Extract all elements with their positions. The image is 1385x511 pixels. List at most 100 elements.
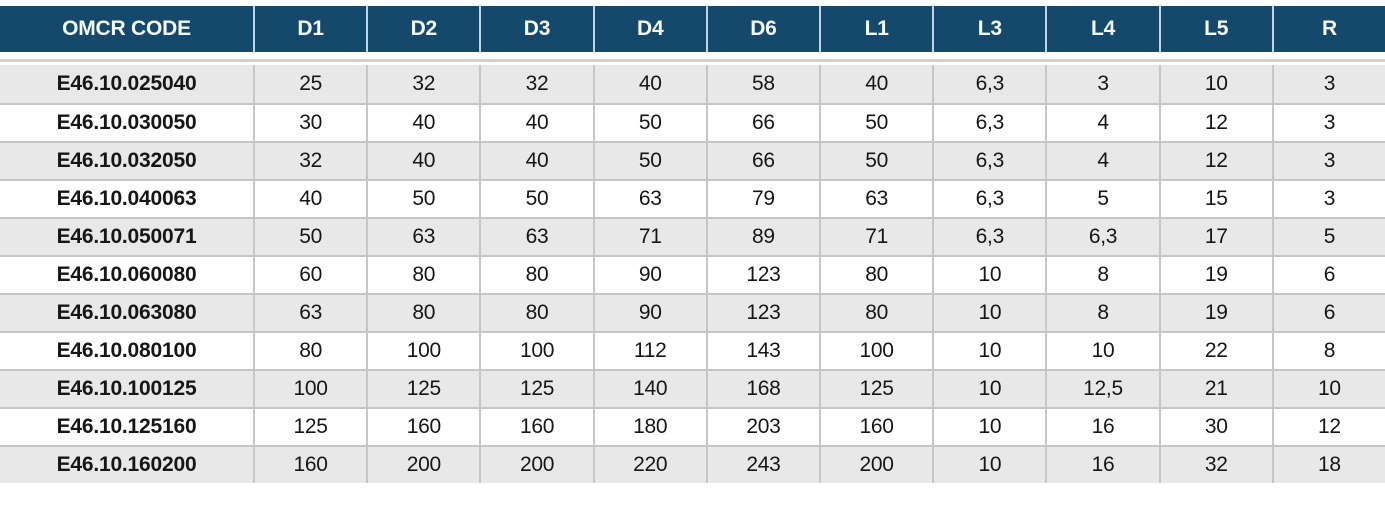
table-row: E46.10.040063 40 50 50 63 79 63 6,3 5 15 3	[0, 179, 1385, 217]
value-cell-r: 10	[1271, 371, 1385, 407]
column-header-d2: D2	[366, 6, 479, 52]
table-row: E46.10.030050 30 40 40 50 66 50 6,3 4 12 3	[0, 103, 1385, 141]
table-row: E46.10.080100 80 100 100 112 143 100 10 10 22 8	[0, 331, 1385, 369]
value-cell-l4: 10	[1045, 333, 1158, 369]
value-cell-l4: 4	[1045, 143, 1158, 179]
value-cell-d2: 200	[366, 447, 479, 483]
omcr-code-cell: E46.10.030050	[56, 111, 197, 134]
table-row: E46.10.100125 100 125 125 140 168 125 10 12,5 21 1…	[0, 369, 1385, 407]
value-cell-l3: 6,3	[932, 105, 1045, 141]
value-cell-d3: 40	[479, 143, 592, 179]
value-cell-d3: 63	[479, 219, 592, 255]
value-cell-r: 8	[1271, 333, 1385, 369]
value-cell-d6: 143	[705, 333, 819, 369]
value-cell-d1: 160	[253, 447, 366, 483]
value-cell-d1: 50	[253, 219, 366, 255]
value-cell-d1: 63	[253, 295, 366, 331]
value-cell-d6: 58	[705, 65, 819, 103]
value-cell-d1: 30	[253, 105, 366, 141]
value-cell-d6: 123	[705, 257, 819, 293]
header-gap	[0, 52, 1385, 59]
value-cell-d2: 63	[366, 219, 479, 255]
value-cell-d3: 32	[479, 65, 592, 103]
value-cell-l5: 10	[1158, 65, 1272, 103]
value-cell-d2: 80	[366, 295, 479, 331]
value-cell-l3: 10	[932, 333, 1045, 369]
value-cell-d1: 125	[253, 409, 366, 445]
value-cell-l1: 80	[819, 257, 932, 293]
value-cell-d4: 50	[592, 143, 706, 179]
value-cell-d3: 80	[479, 257, 592, 293]
value-cell-l1: 50	[819, 143, 932, 179]
value-cell-l4: 5	[1045, 181, 1158, 217]
omcr-code-cell: E46.10.100125	[56, 377, 197, 400]
value-cell-d1: 32	[253, 143, 366, 179]
column-header-d1: D1	[253, 6, 366, 52]
column-header-l5: L5	[1158, 6, 1272, 52]
value-cell-d6: 123	[705, 295, 819, 331]
table-row: E46.10.063080 63 80 80 90 123 80 10 8 19 6	[0, 293, 1385, 331]
value-cell-r: 6	[1271, 257, 1385, 293]
value-cell-d4: 90	[592, 257, 706, 293]
value-cell-d2: 32	[366, 65, 479, 103]
value-cell-d3: 100	[479, 333, 592, 369]
value-cell-d6: 168	[705, 371, 819, 407]
value-cell-d4: 71	[592, 219, 706, 255]
table-row: E46.10.125160 125 160 160 180 203 160 10 16 30 12	[0, 407, 1385, 445]
value-cell-l4: 16	[1045, 409, 1158, 445]
table-row: E46.10.050071 50 63 63 71 89 71 6,3 6,3 17 5	[0, 217, 1385, 255]
value-cell-d3: 160	[479, 409, 592, 445]
value-cell-r: 12	[1271, 409, 1385, 445]
value-cell-r: 18	[1271, 447, 1385, 483]
value-cell-r: 5	[1271, 219, 1385, 255]
omcr-code-cell: E46.10.125160	[56, 415, 197, 438]
value-cell-l3: 6,3	[932, 219, 1045, 255]
value-cell-r: 6	[1271, 295, 1385, 331]
value-cell-l3: 10	[932, 371, 1045, 407]
value-cell-d2: 80	[366, 257, 479, 293]
column-header-d3: D3	[479, 6, 592, 52]
omcr-code-cell: E46.10.025040	[56, 72, 197, 95]
value-cell-d4: 50	[592, 105, 706, 141]
value-cell-l4: 6,3	[1045, 219, 1158, 255]
value-cell-l4: 4	[1045, 105, 1158, 141]
value-cell-d6: 66	[705, 105, 819, 141]
value-cell-l1: 50	[819, 105, 932, 141]
value-cell-l5: 15	[1158, 181, 1272, 217]
value-cell-l4: 16	[1045, 447, 1158, 483]
column-header-d4: D4	[592, 6, 706, 52]
value-cell-l5: 30	[1158, 409, 1272, 445]
value-cell-d3: 125	[479, 371, 592, 407]
spec-table: OMCR CODE D1 D2 D3 D4 D6 L1 L3 L4 L5 R E46.10.0250…	[0, 6, 1385, 483]
value-cell-d6: 79	[705, 181, 819, 217]
value-cell-l1: 160	[819, 409, 932, 445]
header-separator-strip	[0, 59, 1385, 62]
omcr-code-cell: E46.10.060080	[56, 263, 197, 286]
value-cell-d1: 25	[253, 65, 366, 103]
value-cell-d3: 80	[479, 295, 592, 331]
value-cell-d2: 40	[366, 143, 479, 179]
value-cell-l1: 125	[819, 371, 932, 407]
omcr-code-cell: E46.10.050071	[56, 225, 197, 248]
value-cell-l1: 100	[819, 333, 932, 369]
value-cell-d1: 40	[253, 181, 366, 217]
column-header-l1: L1	[819, 6, 932, 52]
value-cell-d2: 100	[366, 333, 479, 369]
value-cell-l1: 200	[819, 447, 932, 483]
value-cell-d2: 125	[366, 371, 479, 407]
value-cell-d3: 200	[479, 447, 592, 483]
value-cell-l3: 10	[932, 409, 1045, 445]
value-cell-d4: 180	[592, 409, 706, 445]
value-cell-d4: 40	[592, 65, 706, 103]
table-row: E46.10.032050 32 40 40 50 66 50 6,3 4 12 3	[0, 141, 1385, 179]
column-header-l4: L4	[1045, 6, 1158, 52]
value-cell-l3: 6,3	[932, 181, 1045, 217]
value-cell-l4: 8	[1045, 257, 1158, 293]
value-cell-l5: 32	[1158, 447, 1272, 483]
value-cell-l5: 19	[1158, 257, 1272, 293]
value-cell-d2: 40	[366, 105, 479, 141]
value-cell-d1: 100	[253, 371, 366, 407]
value-cell-d4: 63	[592, 181, 706, 217]
omcr-code-cell: E46.10.160200	[56, 453, 197, 476]
table-body: E46.10.025040 25 32 32 40 58 40 6,3 3 10 3 E46.10.0…	[0, 65, 1385, 483]
